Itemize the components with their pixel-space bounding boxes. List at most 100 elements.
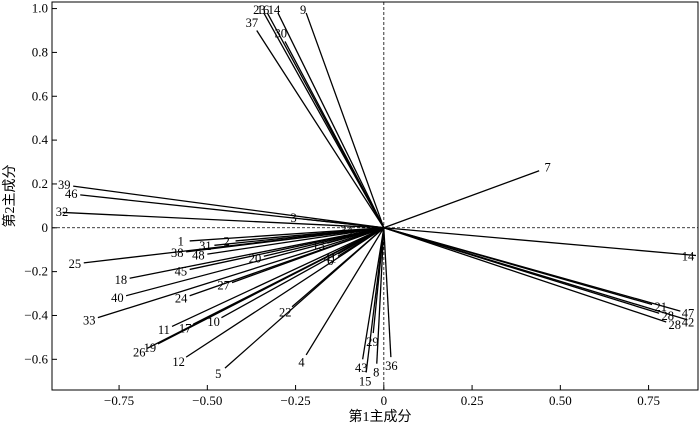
vector-line [147,227,385,349]
vector-line [189,227,384,242]
vector-label: 20 [249,251,262,265]
y-axis-title: 第2主成分 [1,165,18,228]
vector-line [129,227,384,279]
vector-line [73,185,384,229]
vector-label: 12 [172,355,185,369]
vector-line [263,12,385,229]
y-tick-label: −0.6 [24,351,48,366]
x-tick-label: 0.50 [549,393,572,408]
vector-label: 1 [178,235,184,249]
vector-label: 48 [192,248,205,262]
vector-line [372,227,385,334]
x-tick-label: 0 [381,393,388,408]
vector-label: 16 [257,3,270,17]
vector-group [62,12,697,373]
vector-label: 34 [340,224,353,238]
vector-line [185,227,385,358]
vector-label: 42 [682,315,695,329]
y-axis: −0.6 −0.4 −0.2 0 0.2 0.4 0.6 0.8 1.0 [24,1,57,366]
vector-label: 24 [175,292,188,306]
x-axis-title: 第1主成分 [349,408,412,425]
vector-label: 33 [83,313,96,327]
vector-line [383,227,681,312]
x-tick-label: 0.25 [461,393,484,408]
vector-line [383,227,688,321]
vector-label: 10 [207,315,220,329]
vector-line [305,12,385,229]
vector-label: 41 [324,252,337,266]
vector-label: 6 [327,254,333,268]
vector-label: 7 [544,161,550,175]
vector-line [291,227,385,308]
y-tick-label: 0.8 [32,44,48,59]
vector-line [376,227,385,364]
vector-label: 22 [279,306,292,320]
vector-line [383,227,667,323]
vector-label: 14 [682,249,695,263]
vector-label: 27 [217,279,230,293]
vector-label: 30 [275,27,288,41]
y-tick-label: −0.2 [24,264,48,279]
vector-label: 8 [373,366,379,380]
vector-label: 4 [298,356,305,370]
vector-label: 28 [669,318,682,332]
vector-label: 19 [144,341,157,355]
vector-label: 36 [385,359,398,373]
vector-label: 37 [246,16,259,30]
vector-label: 45 [175,264,188,278]
vector-label: 5 [215,367,221,381]
y-tick-label: 0 [42,220,49,235]
vector-label: 38 [171,246,184,260]
vector-label: 23 [253,3,266,17]
vector-line [383,227,697,257]
vector-line [171,227,385,328]
vector-line [186,227,384,253]
vector-label: 3 [291,211,297,225]
vector-label: 31 [199,239,212,253]
x-tick-label: −0.50 [192,393,222,408]
vector-label: 14 [268,3,281,17]
vector-line [189,227,384,271]
vector-label: 40 [111,291,124,305]
vector-label: 32 [56,205,69,219]
vector-label: 46 [65,187,78,201]
vector-label: 28 [662,309,675,323]
vector-line [383,170,540,229]
y-tick-label: 1.0 [32,1,48,16]
y-tick-label: −0.4 [24,307,48,322]
vector-label: 29 [366,335,379,349]
vector-line [231,227,385,284]
vector-label-group: 1 234567891011121314141516171819202122232… [56,3,695,388]
vector-label: 13 [312,238,325,252]
vector-line [305,227,385,356]
vector-label: 17 [179,321,192,335]
vector-line [284,41,385,229]
vector-label: 43 [355,361,368,375]
vector-label: 9 [300,3,306,17]
vector-label: 47 [682,307,695,321]
y-tick-label: 0.2 [32,176,48,191]
vector-label: 18 [115,273,128,287]
vector-line [97,227,385,319]
x-axis: −0.75 −0.50 −0.25 0 0.25 0.50 0.75 [104,385,660,408]
vector-line [125,227,384,297]
vector-line [256,30,385,229]
vector-label: 2 [223,235,229,249]
y-tick-label: 0.6 [32,88,49,103]
x-tick-label: 0.75 [637,393,660,408]
x-tick-label: −0.25 [281,393,311,408]
vector-line [80,194,384,229]
plot-frame [51,1,699,391]
vector-line [277,12,385,229]
vector-label: 25 [69,257,82,271]
vector-label: 39 [58,178,71,192]
vector-line [207,227,384,255]
x-tick-label: −0.75 [104,393,134,408]
vector-label: 21 [655,300,668,314]
vector-line [383,227,392,358]
vector-line [362,227,385,360]
vector-label: 26 [133,345,146,359]
y-tick-label: 0.4 [32,132,49,147]
